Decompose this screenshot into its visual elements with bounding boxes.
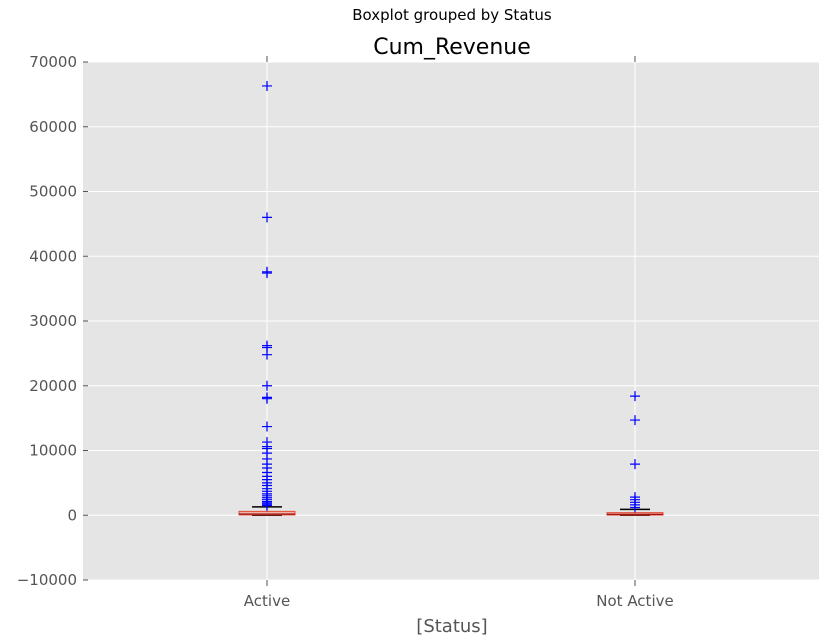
y-axis: −10000 0 10000 20000 30000 40000 50000 60000 700… [17, 53, 77, 589]
outlier-point [262, 349, 272, 360]
x-tick-label: Active [244, 592, 290, 610]
x-tick-label: Not Active [596, 592, 673, 610]
outlier-point [262, 500, 272, 511]
outlier-point [630, 415, 640, 426]
y-tick-label: 0 [67, 506, 77, 524]
axis-ticks [83, 56, 636, 586]
outlier-point [262, 380, 272, 391]
box-not-active [606, 391, 664, 516]
outlier-point [262, 421, 272, 432]
outlier-point [630, 502, 640, 513]
box-iqr [238, 510, 296, 516]
y-tick-label: 40000 [29, 247, 77, 265]
outlier-point [262, 80, 272, 91]
y-tick-label: 30000 [29, 312, 77, 330]
chart-title: Cum_Revenue [373, 35, 531, 60]
chart-suptitle: Boxplot grouped by Status [352, 6, 552, 24]
outlier-point [630, 391, 640, 402]
y-tick-label: 60000 [29, 118, 77, 136]
y-tick-label: 20000 [29, 377, 77, 395]
y-tick-label: 70000 [29, 53, 77, 71]
outlier-point [630, 459, 640, 470]
y-tick-label: −10000 [17, 571, 77, 589]
outlier-point [262, 393, 272, 404]
box-active [238, 80, 296, 516]
box-series [238, 80, 664, 516]
x-axis: Active Not Active [244, 592, 674, 610]
outlier-point [262, 268, 272, 279]
y-tick-label: 10000 [29, 442, 77, 460]
x-axis-label: [Status] [416, 616, 487, 637]
outlier-point [262, 212, 272, 223]
y-tick-label: 50000 [29, 183, 77, 201]
